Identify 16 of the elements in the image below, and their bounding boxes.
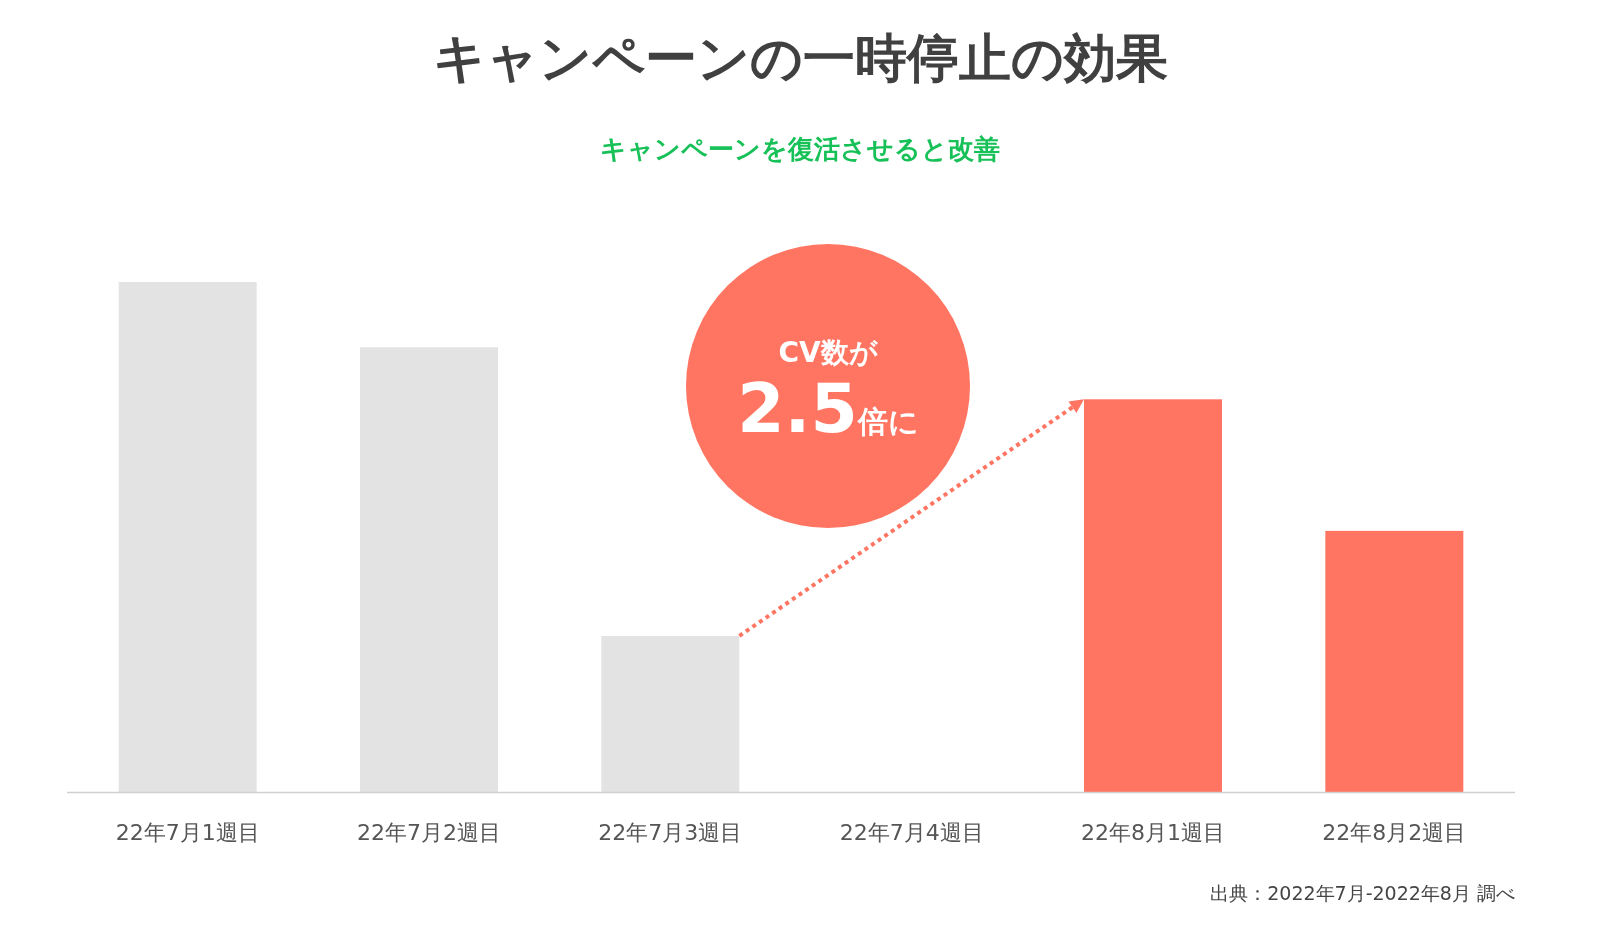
x-tick-label: 22年7月2週目 bbox=[357, 820, 501, 845]
x-tick-label: 22年7月4週目 bbox=[839, 820, 984, 845]
x-tick-label: 22年8月2週目 bbox=[1322, 820, 1467, 845]
bar bbox=[1084, 399, 1222, 792]
source-note: 出典：2022年7月-2022年8月 調べ bbox=[1210, 882, 1515, 904]
annotation: CV数が bbox=[778, 336, 879, 369]
x-tick-label: 22年7月1週目 bbox=[115, 820, 260, 845]
bar bbox=[360, 347, 498, 792]
chart-title: キャンペーンの一時停止の効果 bbox=[432, 28, 1168, 88]
bar bbox=[118, 282, 257, 792]
annotation: 2.5倍に bbox=[737, 369, 919, 448]
x-tick-label: 22年7月3週目 bbox=[598, 820, 743, 845]
bar bbox=[601, 635, 740, 792]
bar bbox=[1325, 530, 1464, 792]
chart-subtitle: キャンペーンを復活させると改善 bbox=[600, 134, 1000, 164]
x-tick-label: 22年8月1週目 bbox=[1081, 820, 1225, 845]
